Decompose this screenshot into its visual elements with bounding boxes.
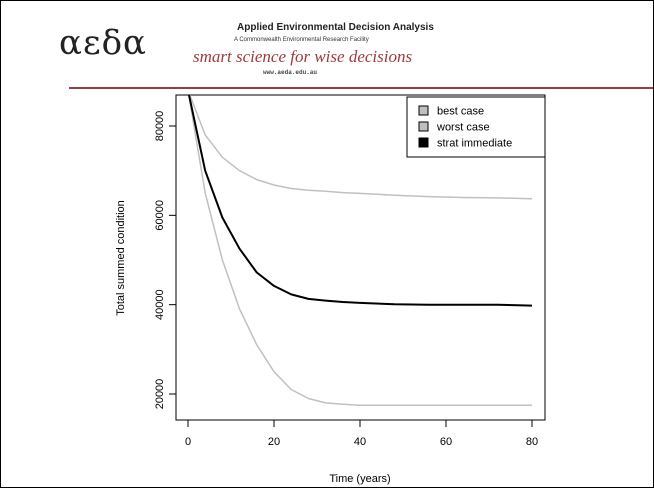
- x-tick-label: 40: [354, 436, 366, 448]
- x-axis-label: Time (years): [329, 473, 390, 485]
- legend-swatch: [419, 122, 428, 131]
- x-tick-label: 60: [440, 436, 452, 448]
- y-tick-label: 80000: [154, 111, 166, 142]
- legend: best case worst case strat immediate: [407, 97, 545, 157]
- y-tick-label: 60000: [154, 200, 166, 231]
- y-axis-label: Total summed condition: [115, 200, 127, 316]
- legend-label: worst case: [436, 122, 490, 134]
- x-tick-label: 0: [185, 436, 191, 448]
- y-tick-label: 20000: [154, 379, 166, 410]
- x-tick-label: 80: [526, 436, 538, 448]
- legend-swatch: [419, 138, 428, 147]
- legend-swatch: [419, 106, 428, 115]
- x-tick-label: 20: [268, 436, 280, 448]
- legend-label: best case: [437, 106, 484, 118]
- y-tick-label: 40000: [154, 289, 166, 320]
- legend-label: strat immediate: [437, 138, 512, 150]
